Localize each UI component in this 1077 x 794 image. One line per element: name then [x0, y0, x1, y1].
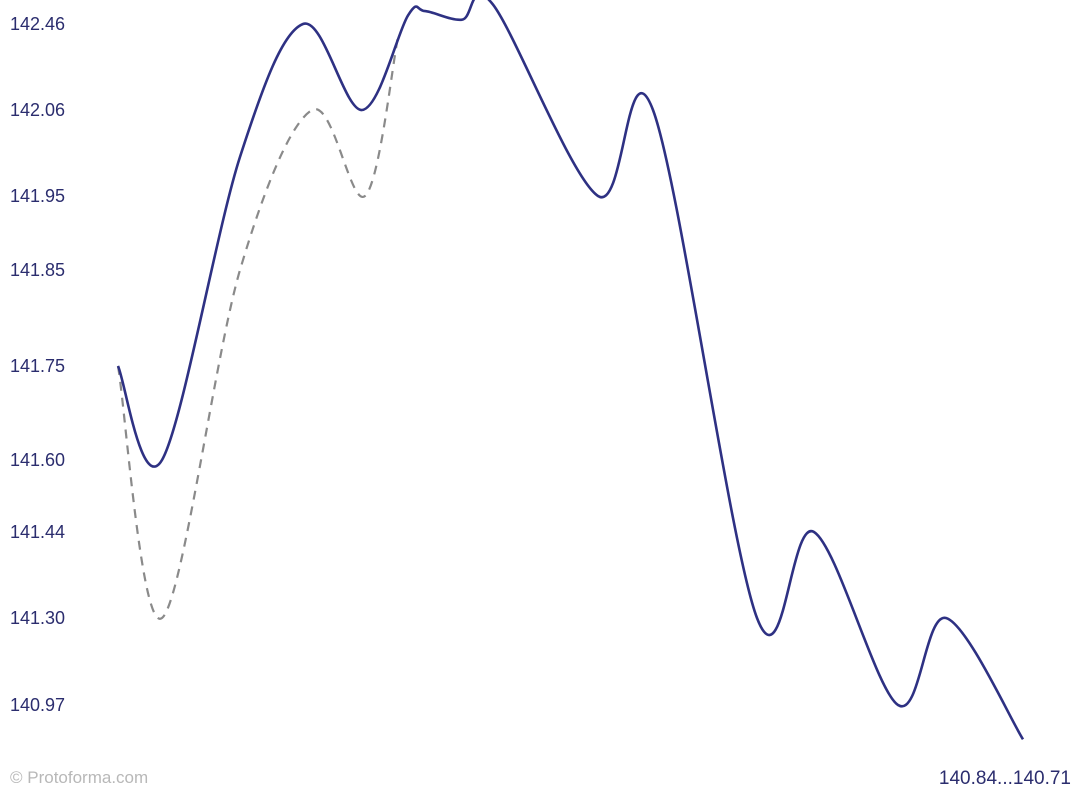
y-tick-label: 141.85 [10, 260, 65, 280]
series-line-dashed [118, 37, 398, 619]
series-line-solid [118, 0, 1023, 739]
y-tick-label: 140.97 [10, 695, 65, 715]
range-label: 140.84...140.71 [939, 768, 1071, 790]
y-tick-label: 142.46 [10, 14, 65, 34]
y-tick-label: 141.30 [10, 608, 65, 628]
y-tick-label: 142.06 [10, 100, 65, 120]
y-tick-label: 141.75 [10, 356, 65, 376]
y-tick-label: 141.60 [10, 450, 65, 470]
watermark: © Protoforma.com [10, 768, 148, 788]
y-tick-label: 141.44 [10, 522, 65, 542]
y-tick-label: 141.95 [10, 186, 65, 206]
